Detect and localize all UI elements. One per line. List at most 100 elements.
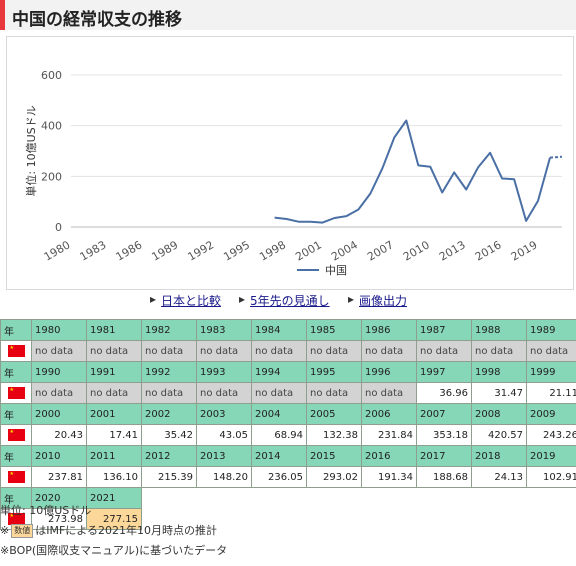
empty-cell xyxy=(417,488,472,509)
compare-japan-link[interactable]: 日本と比較 xyxy=(161,294,222,308)
year-cell: 2008 xyxy=(471,403,527,425)
y-tick-label: 200 xyxy=(41,170,62,183)
year-cell: 2014 xyxy=(251,445,307,467)
year-cell: 1990 xyxy=(31,361,87,383)
year-cell: 1980 xyxy=(31,319,87,341)
year-cell: 1986 xyxy=(361,319,417,341)
x-tick-label: 1989 xyxy=(150,238,181,263)
estimate-note-prefix: ※ xyxy=(0,524,10,537)
china-flag-icon: ★ xyxy=(0,424,32,446)
value-cell: no data xyxy=(31,382,87,404)
value-cell: no data xyxy=(196,382,252,404)
year-cell: 1999 xyxy=(526,361,576,383)
link-bar: ▸ 日本と比較 ▸ 5年先の見通し ▸ 画像出力 xyxy=(0,292,576,310)
empty-cell xyxy=(472,509,527,530)
value-cell: no data xyxy=(86,382,142,404)
value-cell: 31.47 xyxy=(471,382,527,404)
value-cell: no data xyxy=(471,340,527,362)
value-cell: 102.91 xyxy=(526,466,576,488)
y-tick-label: 0 xyxy=(55,221,62,234)
year-cell: 2017 xyxy=(416,445,472,467)
year-cell: 1982 xyxy=(141,319,197,341)
link-arrow-icon: ▸ xyxy=(150,292,157,306)
x-tick-label: 1986 xyxy=(114,238,145,263)
header-accent-bar xyxy=(0,0,5,30)
value-cell: 36.96 xyxy=(416,382,472,404)
value-cell: 188.68 xyxy=(416,466,472,488)
value-cell: 293.02 xyxy=(306,466,362,488)
value-cell: 237.81 xyxy=(31,466,87,488)
value-cell: 136.10 xyxy=(86,466,142,488)
chart-container: 0 200 400 600 1980 1983 1986 1989 1992 1995 1998 20… xyxy=(6,36,574,290)
value-cell: no data xyxy=(361,340,417,362)
year-cell: 2005 xyxy=(306,403,362,425)
year-cell: 1996 xyxy=(361,361,417,383)
year-label-cell: 年 xyxy=(0,487,32,509)
forecast-link[interactable]: 5年先の見通し xyxy=(250,294,330,308)
empty-cell xyxy=(527,488,576,509)
bop-note: ※BOP(国際収支マニュアル)に基づいたデータ xyxy=(0,544,228,557)
china-flag-icon: ★ xyxy=(0,382,32,404)
x-tick-label: 1998 xyxy=(257,238,288,263)
year-cell: 2013 xyxy=(196,445,252,467)
value-cell: 243.26 xyxy=(526,424,576,446)
series-estimate-line-china xyxy=(549,155,563,159)
estimate-value-cell: 277.15 xyxy=(86,508,142,530)
year-cell: 1984 xyxy=(251,319,307,341)
year-cell: 2007 xyxy=(416,403,472,425)
year-cell: 2016 xyxy=(361,445,417,467)
value-cell: no data xyxy=(196,340,252,362)
image-export-link[interactable]: 画像出力 xyxy=(359,294,408,308)
estimate-note-text: はIMFによる2021年10月時点の推計 xyxy=(35,524,217,537)
china-flag-icon: ★ xyxy=(0,466,32,488)
value-cell: 231.84 xyxy=(361,424,417,446)
year-cell: 2003 xyxy=(196,403,252,425)
year-cell: 1981 xyxy=(86,319,142,341)
year-cell: 1991 xyxy=(86,361,142,383)
estimate-note: ※ 数値 はIMFによる2021年10月時点の推計 xyxy=(0,521,227,541)
empty-cell xyxy=(417,509,472,530)
year-cell: 1988 xyxy=(471,319,527,341)
value-cell: 21.11 xyxy=(526,382,576,404)
x-tick-label: 1980 xyxy=(42,238,73,263)
estimate-badge: 数値 xyxy=(11,524,34,538)
year-cell: 2012 xyxy=(141,445,197,467)
year-cell: 1998 xyxy=(471,361,527,383)
series-line-china xyxy=(274,119,551,224)
value-cell: no data xyxy=(361,382,417,404)
y-axis-label: 単位: 10億USドル xyxy=(24,105,38,196)
year-cell: 2015 xyxy=(306,445,362,467)
value-cell: no data xyxy=(306,340,362,362)
table-year-row: 年 2000 2001 2002 2003 2004 2005 2006 2007 2008 200… xyxy=(0,403,576,425)
year-cell: 2011 xyxy=(86,445,142,467)
empty-cell xyxy=(472,488,527,509)
year-label-cell: 年 xyxy=(0,319,32,341)
year-cell: 2006 xyxy=(361,403,417,425)
empty-cell xyxy=(307,488,362,509)
legend-label: 中国 xyxy=(325,264,347,277)
empty-cell xyxy=(362,509,417,530)
table-year-row: 年 1980 1981 1982 1983 1984 1985 1986 1987 1988 198… xyxy=(0,319,576,341)
year-label-cell: 年 xyxy=(0,403,32,425)
value-cell: 420.57 xyxy=(471,424,527,446)
link-arrow-icon: ▸ xyxy=(348,292,355,306)
x-tick-label: 2013 xyxy=(437,238,468,263)
table-year-row: 年 2010 2011 2012 2013 2014 2015 2016 2017 2018 201… xyxy=(0,445,576,467)
value-cell: no data xyxy=(251,382,307,404)
table-year-row: 年 1990 1991 1992 1993 1994 1995 1996 1997 1998 199… xyxy=(0,361,576,383)
year-cell: 1983 xyxy=(196,319,252,341)
year-label-cell: 年 xyxy=(0,445,32,467)
year-cell: 1995 xyxy=(306,361,362,383)
value-cell: 148.20 xyxy=(196,466,252,488)
year-cell: 1994 xyxy=(251,361,307,383)
year-cell: 2019 xyxy=(526,445,576,467)
page-title: 中国の経常収支の推移 xyxy=(12,10,182,30)
x-tick-label: 2019 xyxy=(509,238,540,263)
page-header: 中国の経常収支の推移 xyxy=(0,0,576,30)
x-tick-label: 1992 xyxy=(185,238,216,263)
value-cell: 43.05 xyxy=(196,424,252,446)
empty-cell xyxy=(307,509,362,530)
empty-cell xyxy=(362,488,417,509)
year-cell: 1985 xyxy=(306,319,362,341)
